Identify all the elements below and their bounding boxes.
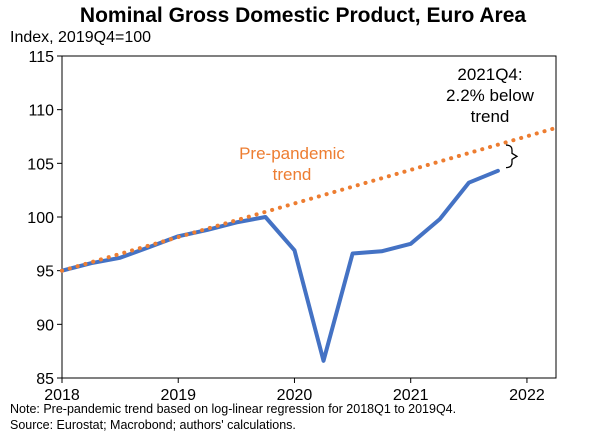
x-tick-label: 2021 xyxy=(393,387,429,404)
y-tick-label: 100 xyxy=(27,210,54,227)
y-tick-label: 90 xyxy=(36,317,54,334)
callout-label: 2.2% below xyxy=(446,86,535,105)
chart-title: Nominal Gross Domestic Product, Euro Are… xyxy=(79,4,527,27)
y-axis-label: Index, 2019Q4=100 xyxy=(10,29,152,46)
trend-line xyxy=(60,125,558,273)
y-tick-label: 105 xyxy=(27,156,54,173)
y-tick-label: 110 xyxy=(28,103,54,120)
y-tick-label: 85 xyxy=(36,371,54,388)
footnote-note: Note: Pre-pandemic trend based on log-li… xyxy=(10,402,457,416)
x-tick-label: 2018 xyxy=(44,387,80,404)
footnote-source: Source: Eurostat; Macrobond; authors' ca… xyxy=(10,418,296,432)
x-tick-label: 2019 xyxy=(160,387,196,404)
callout-bracket xyxy=(505,144,519,169)
callout-label: 2021Q4: xyxy=(457,65,522,84)
y-tick-label: 95 xyxy=(36,264,54,281)
y-tick-label: 115 xyxy=(28,49,54,66)
callout-label: trend xyxy=(471,107,510,126)
gdp-line xyxy=(60,168,500,363)
x-tick-label: 2022 xyxy=(509,387,545,404)
x-tick-label: 2020 xyxy=(277,387,313,404)
trend-label: trend xyxy=(273,165,312,184)
trend-label: Pre-pandemic xyxy=(239,144,345,163)
